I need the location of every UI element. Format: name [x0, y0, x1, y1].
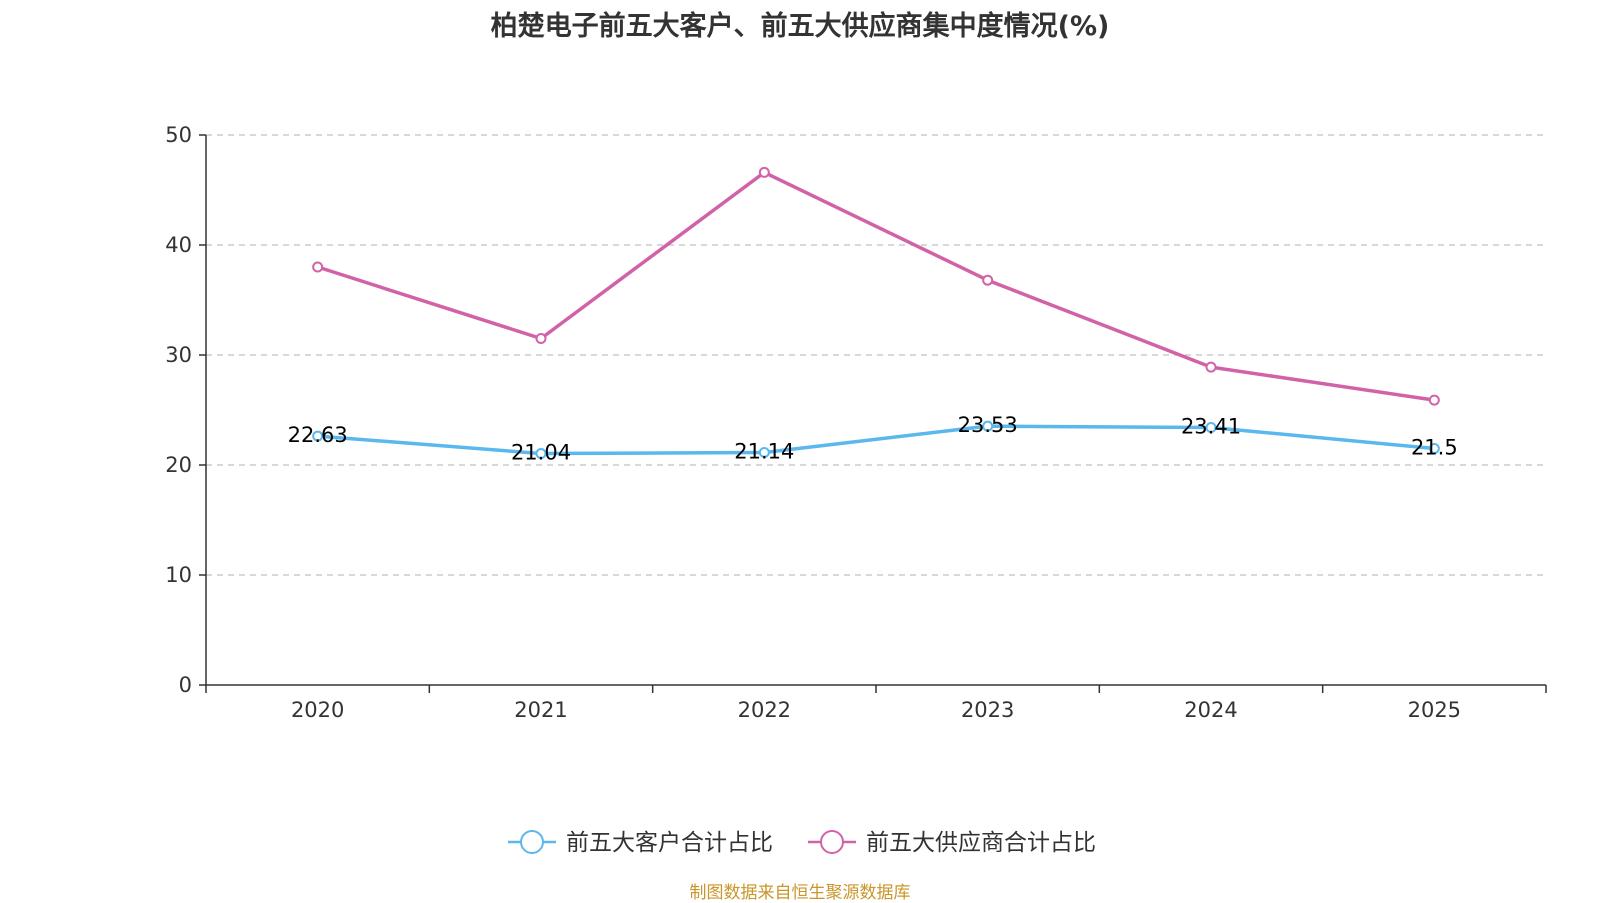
legend-item-2[interactable]: 前五大供应商合计占比	[808, 830, 1096, 856]
data-point	[1428, 443, 1440, 454]
x-tick-label: 2021	[514, 698, 567, 722]
series-layer	[312, 166, 1440, 460]
data-point	[758, 166, 770, 178]
y-tick-label: 50	[165, 123, 192, 147]
data-point	[535, 333, 547, 344]
data-point	[758, 446, 770, 458]
data-label: 21.5	[1411, 436, 1458, 460]
data-point	[1428, 394, 1440, 406]
legend[interactable]: 前五大客户合计占比 前五大供应商合计占比	[508, 830, 1096, 856]
data-point	[1205, 421, 1217, 433]
grid-lines	[206, 134, 1546, 576]
data-label: 21.04	[511, 441, 571, 465]
legend-label: 前五大供应商合计占比	[866, 830, 1096, 856]
y-tick-label: 40	[165, 233, 192, 257]
data-point	[535, 448, 547, 460]
data-labels: 22.63 21.04 21.14 23.53 23.41 21.5	[288, 413, 1458, 464]
data-label: 21.14	[734, 439, 794, 463]
axes: 0 10 20 30 40 50 2020 2021 2022 2023 2024 2025	[165, 123, 1547, 722]
data-point	[312, 430, 324, 442]
legend-marker-icon	[520, 830, 544, 854]
data-point	[312, 261, 324, 273]
data-label: 22.63	[288, 423, 348, 447]
data-point	[1205, 361, 1217, 373]
x-tick-label: 2025	[1408, 698, 1461, 722]
legend-marker-icon	[820, 830, 844, 854]
data-point	[982, 274, 994, 286]
data-point	[982, 420, 994, 432]
series-line-1	[317, 424, 1435, 456]
chart-title: 柏楚电子前五大客户、前五大供应商集中度情况(%)	[490, 11, 1110, 42]
x-tick-label: 2022	[738, 698, 791, 722]
x-tick-label: 2024	[1184, 698, 1237, 722]
legend-label: 前五大客户合计占比	[566, 830, 773, 856]
y-tick-label: 0	[179, 673, 192, 697]
x-tick-label: 2020	[291, 698, 344, 722]
x-tick-label: 2023	[961, 698, 1014, 722]
series-line-2	[317, 170, 1435, 402]
data-label: 23.53	[958, 413, 1018, 437]
source-note: 制图数据来自恒生聚源数据库	[689, 883, 911, 903]
y-tick-label: 30	[165, 343, 192, 367]
data-label: 23.41	[1181, 414, 1241, 438]
y-tick-label: 10	[165, 563, 192, 587]
legend-item-1[interactable]: 前五大客户合计占比	[508, 830, 773, 856]
y-tick-label: 20	[165, 453, 192, 477]
